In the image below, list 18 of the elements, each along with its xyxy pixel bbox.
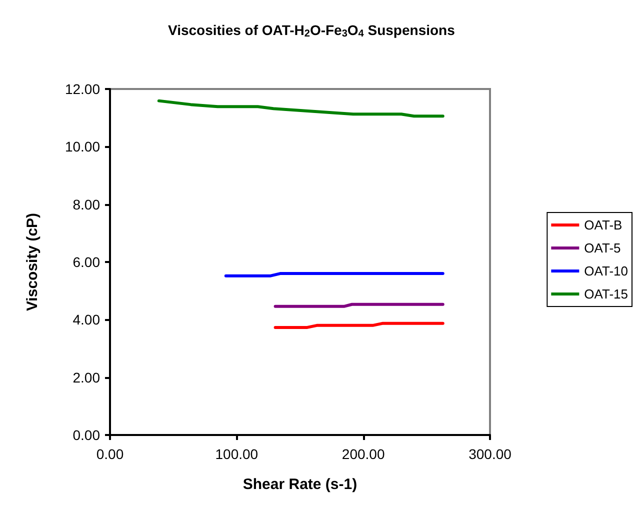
y-tick-label: 10.00 (64, 138, 100, 155)
y-tick-label: 4.00 (72, 312, 100, 328)
y-axis-title: Viscosity (cP) (24, 212, 41, 312)
x-tick-label: 300.00 (468, 446, 512, 462)
x-tick-label: 200.00 (342, 446, 385, 462)
legend-label: OAT-10 (584, 264, 628, 278)
y-tick-label: 0.00 (72, 427, 100, 443)
y-tick-label: 8.00 (72, 196, 100, 212)
x-axis-title: Shear Rate (s-1) (242, 476, 358, 493)
legend-label: OAT-15 (584, 286, 628, 302)
legend-label: OAT-5 (584, 240, 621, 256)
legend-label: OAT-B (584, 218, 622, 232)
y-tick-label: 6.00 (72, 254, 100, 270)
x-tick-label: 100.00 (215, 446, 258, 462)
x-tick-label: 0.00 (96, 446, 124, 462)
y-tick-label: 12.00 (64, 81, 100, 97)
line-series (157, 99, 444, 118)
y-tick-label: 2.00 (72, 369, 100, 386)
